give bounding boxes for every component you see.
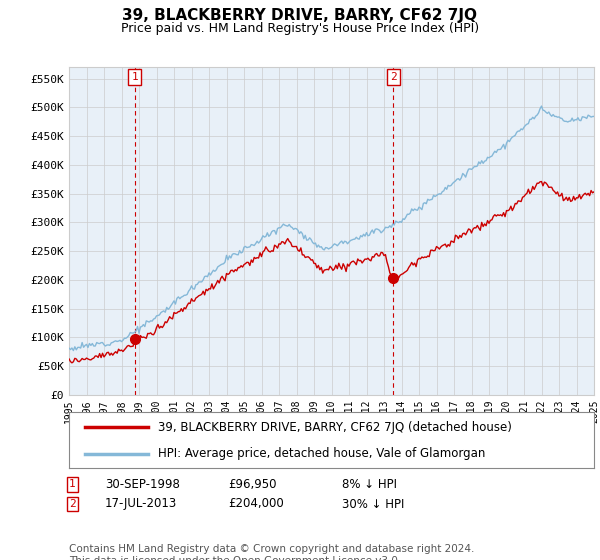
Text: £204,000: £204,000	[228, 497, 284, 511]
Text: 8% ↓ HPI: 8% ↓ HPI	[342, 478, 397, 491]
Text: HPI: Average price, detached house, Vale of Glamorgan: HPI: Average price, detached house, Vale…	[158, 447, 485, 460]
Text: 2: 2	[69, 499, 76, 509]
Text: 30% ↓ HPI: 30% ↓ HPI	[342, 497, 404, 511]
Text: Contains HM Land Registry data © Crown copyright and database right 2024.
This d: Contains HM Land Registry data © Crown c…	[69, 544, 475, 560]
Text: Price paid vs. HM Land Registry's House Price Index (HPI): Price paid vs. HM Land Registry's House …	[121, 22, 479, 35]
Text: 39, BLACKBERRY DRIVE, BARRY, CF62 7JQ: 39, BLACKBERRY DRIVE, BARRY, CF62 7JQ	[122, 8, 478, 24]
Text: 39, BLACKBERRY DRIVE, BARRY, CF62 7JQ (detached house): 39, BLACKBERRY DRIVE, BARRY, CF62 7JQ (d…	[158, 421, 512, 434]
Text: £96,950: £96,950	[228, 478, 277, 491]
Text: 1: 1	[69, 479, 76, 489]
Text: 17-JUL-2013: 17-JUL-2013	[105, 497, 177, 511]
Text: 1: 1	[131, 72, 138, 82]
Text: 2: 2	[390, 72, 397, 82]
Text: 30-SEP-1998: 30-SEP-1998	[105, 478, 180, 491]
